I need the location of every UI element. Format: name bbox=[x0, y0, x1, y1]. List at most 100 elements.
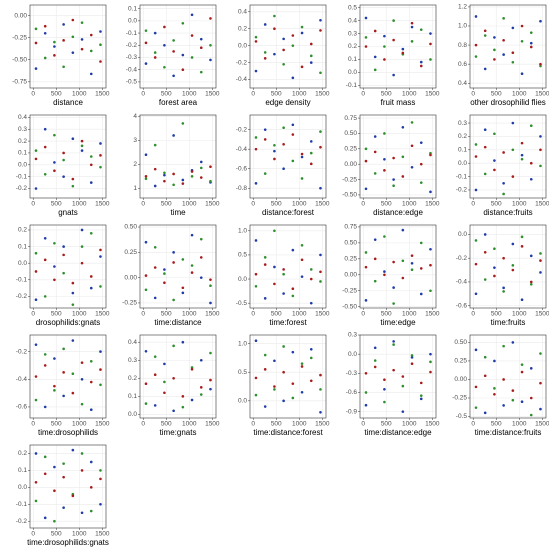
point bbox=[153, 31, 157, 35]
x-tick-label: 1000 bbox=[182, 421, 197, 428]
x-tick-label: 1000 bbox=[402, 311, 417, 318]
point bbox=[319, 388, 322, 391]
point bbox=[392, 260, 395, 264]
x-tick-label: 0 bbox=[31, 531, 35, 538]
point bbox=[282, 48, 285, 52]
point bbox=[273, 52, 276, 56]
y-tick-label: -0.25 bbox=[342, 176, 357, 183]
point bbox=[209, 378, 212, 382]
y-tick-label: -0.2 bbox=[456, 187, 468, 194]
point bbox=[181, 178, 185, 182]
y-tick-label: 1 bbox=[133, 185, 137, 192]
panel-border bbox=[359, 114, 437, 199]
y-tick-label: 1.0 bbox=[238, 228, 247, 235]
point bbox=[144, 288, 148, 292]
point bbox=[419, 64, 423, 68]
point bbox=[429, 352, 432, 356]
point bbox=[309, 277, 313, 281]
x-tick-label: 1500 bbox=[315, 421, 330, 428]
point bbox=[511, 121, 515, 125]
point bbox=[181, 286, 185, 290]
panel-border bbox=[29, 114, 107, 199]
panel bbox=[30, 5, 106, 88]
point bbox=[99, 60, 102, 63]
point bbox=[62, 475, 65, 479]
point bbox=[483, 172, 487, 176]
point bbox=[429, 58, 432, 61]
point bbox=[493, 274, 496, 278]
point bbox=[493, 159, 496, 162]
point bbox=[144, 274, 148, 277]
x-tick-label: 0 bbox=[141, 421, 145, 428]
x-tick-label: 1000 bbox=[292, 91, 307, 98]
x-axis-title: distance:forest bbox=[262, 208, 315, 217]
x-tick-label: 1500 bbox=[95, 421, 110, 428]
point bbox=[181, 395, 185, 398]
point bbox=[319, 29, 322, 32]
point bbox=[153, 184, 157, 188]
x-tick-label: 0 bbox=[471, 311, 475, 318]
point bbox=[493, 247, 496, 251]
point bbox=[474, 406, 478, 409]
point bbox=[520, 72, 524, 75]
point bbox=[529, 254, 533, 258]
point bbox=[493, 392, 496, 396]
x-tick-label: 500 bbox=[381, 201, 392, 208]
x-tick-label: 500 bbox=[161, 201, 172, 208]
point bbox=[364, 391, 368, 394]
point bbox=[502, 53, 505, 56]
point bbox=[429, 263, 432, 267]
point bbox=[209, 301, 212, 305]
x-tick-label: 0 bbox=[31, 311, 35, 318]
point bbox=[520, 245, 524, 248]
x-tick-label: 500 bbox=[161, 421, 172, 428]
point bbox=[209, 351, 212, 355]
point bbox=[43, 127, 47, 131]
x-tick-label: 1500 bbox=[95, 91, 110, 98]
point bbox=[410, 354, 414, 357]
point bbox=[364, 372, 368, 375]
x-axis-title: distance bbox=[53, 98, 83, 107]
point bbox=[172, 251, 175, 254]
panel bbox=[30, 335, 106, 418]
x-axis-title: distance:fruits bbox=[483, 208, 532, 217]
panel-border bbox=[249, 4, 327, 89]
point bbox=[71, 35, 75, 39]
x-tick-label: 0 bbox=[471, 421, 475, 428]
point bbox=[309, 356, 313, 360]
y-tick-label: 0.1 bbox=[128, 5, 137, 12]
y-tick-label: -0.3 bbox=[126, 54, 138, 61]
point bbox=[43, 455, 47, 459]
x-axis-title: time:gnats bbox=[160, 428, 197, 437]
point bbox=[153, 245, 157, 249]
point bbox=[53, 133, 56, 137]
point bbox=[199, 393, 203, 396]
point bbox=[282, 292, 285, 295]
point bbox=[291, 287, 295, 290]
point bbox=[163, 362, 166, 366]
y-tick-label: 0.0 bbox=[238, 398, 247, 405]
point bbox=[273, 359, 276, 363]
panel-border bbox=[469, 334, 547, 419]
x-tick-label: 0 bbox=[471, 201, 475, 208]
point bbox=[89, 181, 93, 184]
point bbox=[383, 400, 386, 404]
point bbox=[34, 343, 38, 346]
point bbox=[300, 362, 304, 365]
point bbox=[300, 275, 304, 278]
x-tick-label: 1500 bbox=[95, 201, 110, 208]
point bbox=[53, 54, 56, 57]
point bbox=[419, 141, 423, 144]
panel-border bbox=[469, 224, 547, 309]
point bbox=[474, 15, 478, 18]
point bbox=[199, 70, 203, 74]
point bbox=[254, 69, 258, 73]
x-axis-title: distance:edge bbox=[373, 208, 423, 217]
point bbox=[62, 39, 65, 42]
x-axis-title: time:drosophilids bbox=[38, 428, 98, 437]
point bbox=[392, 156, 395, 160]
point bbox=[373, 359, 377, 362]
x-tick-label: 1500 bbox=[315, 311, 330, 318]
point bbox=[43, 472, 47, 476]
